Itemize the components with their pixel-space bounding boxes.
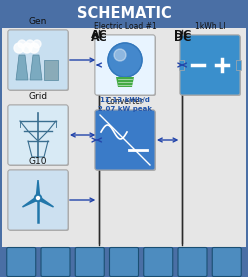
FancyBboxPatch shape	[180, 35, 240, 95]
Polygon shape	[22, 196, 39, 208]
Polygon shape	[37, 196, 54, 208]
Bar	[236, 60, 241, 70]
Circle shape	[34, 194, 41, 201]
FancyBboxPatch shape	[8, 105, 68, 165]
FancyBboxPatch shape	[180, 35, 240, 95]
FancyBboxPatch shape	[95, 35, 155, 95]
Text: Gen: Gen	[29, 17, 47, 26]
Polygon shape	[30, 55, 42, 80]
FancyBboxPatch shape	[75, 248, 104, 276]
FancyBboxPatch shape	[8, 30, 68, 90]
FancyBboxPatch shape	[9, 171, 69, 231]
FancyBboxPatch shape	[110, 248, 138, 276]
FancyBboxPatch shape	[96, 111, 156, 171]
FancyBboxPatch shape	[41, 248, 70, 276]
FancyBboxPatch shape	[7, 248, 36, 276]
FancyBboxPatch shape	[144, 248, 173, 276]
Text: G10: G10	[29, 157, 47, 166]
Circle shape	[29, 43, 39, 53]
FancyBboxPatch shape	[8, 170, 68, 230]
Text: DC: DC	[174, 30, 191, 40]
Circle shape	[22, 43, 32, 53]
Text: AC: AC	[91, 30, 108, 40]
FancyBboxPatch shape	[9, 31, 69, 91]
Circle shape	[36, 196, 39, 199]
Polygon shape	[35, 180, 40, 198]
Circle shape	[33, 40, 41, 48]
Text: Electric Load #1: Electric Load #1	[94, 22, 156, 31]
Circle shape	[18, 40, 26, 48]
FancyBboxPatch shape	[95, 35, 155, 95]
FancyBboxPatch shape	[0, 0, 248, 28]
FancyBboxPatch shape	[8, 170, 68, 230]
FancyBboxPatch shape	[8, 105, 68, 165]
FancyBboxPatch shape	[8, 30, 68, 90]
FancyBboxPatch shape	[95, 110, 155, 170]
Circle shape	[114, 49, 126, 61]
Text: Converter: Converter	[106, 97, 144, 106]
Circle shape	[108, 43, 142, 77]
FancyBboxPatch shape	[178, 248, 207, 276]
Text: SCHEMATIC: SCHEMATIC	[77, 6, 171, 22]
Text: 11.13 kWh/d
2.07 kW peak: 11.13 kWh/d 2.07 kW peak	[98, 97, 152, 112]
Circle shape	[14, 43, 24, 53]
Text: DC: DC	[174, 34, 191, 43]
FancyBboxPatch shape	[2, 28, 246, 247]
FancyBboxPatch shape	[212, 248, 241, 276]
Text: Grid: Grid	[29, 92, 48, 101]
FancyBboxPatch shape	[0, 247, 248, 277]
Bar	[179, 60, 184, 70]
FancyBboxPatch shape	[181, 36, 241, 96]
Circle shape	[26, 40, 34, 48]
Polygon shape	[16, 55, 28, 80]
Text: AC: AC	[91, 34, 108, 43]
Text: 1kWh LI: 1kWh LI	[195, 22, 225, 31]
FancyBboxPatch shape	[95, 110, 155, 170]
Bar	[44, 60, 58, 80]
FancyBboxPatch shape	[9, 106, 69, 166]
FancyBboxPatch shape	[96, 36, 156, 96]
Polygon shape	[116, 77, 134, 87]
